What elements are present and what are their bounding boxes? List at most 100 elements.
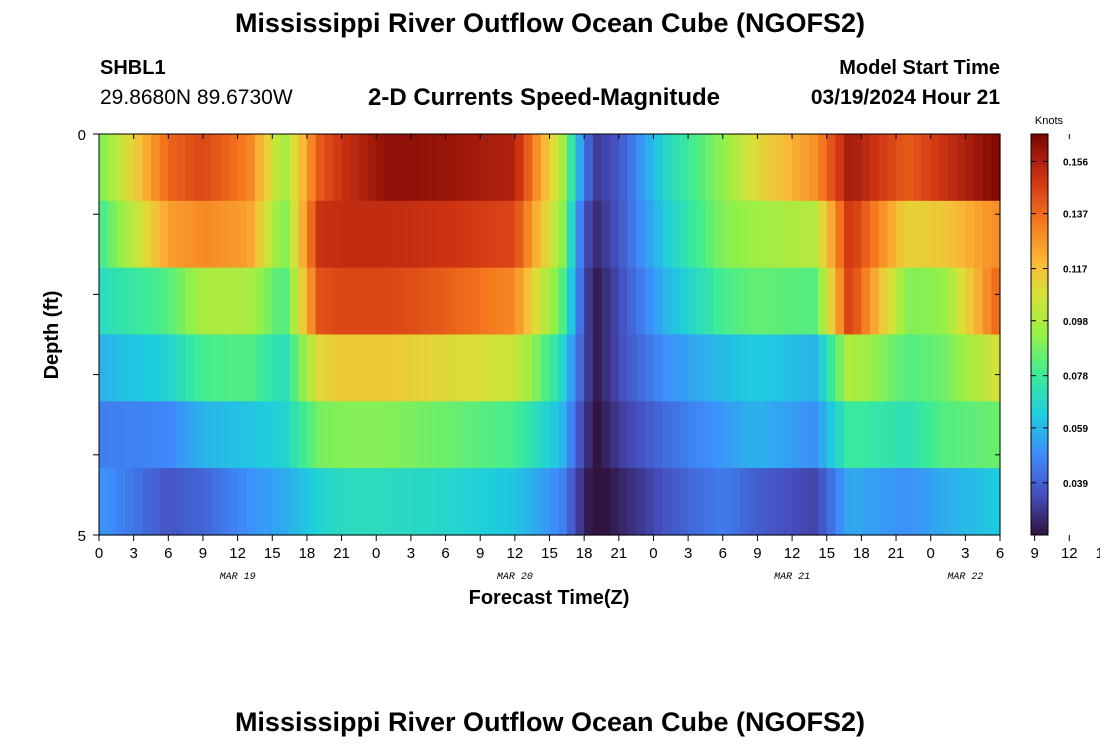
heatmap-cell (480, 134, 490, 202)
heatmap-cell (532, 134, 542, 202)
heatmap-cell (176, 200, 187, 269)
heatmap-cell (358, 468, 369, 536)
heatmap-cell (272, 134, 282, 202)
model-start-value: 03/19/2024 Hour 21 (810, 86, 1000, 109)
heatmap-cell (454, 334, 464, 402)
heatmap-cell (748, 134, 759, 202)
heatmap-cell (939, 334, 949, 402)
heatmap-cell (965, 468, 975, 536)
heatmap-cell (870, 267, 880, 336)
heatmap-cell (939, 468, 949, 536)
heatmap-cell (289, 334, 299, 402)
heatmap-cell (991, 468, 1001, 536)
heatmap-cell (263, 134, 273, 202)
heatmap-cell (558, 401, 568, 469)
heatmap-cell (688, 200, 698, 269)
heatmap-cell (809, 401, 819, 469)
heatmap-cell (116, 401, 126, 469)
heatmap-cell (792, 134, 802, 202)
heatmap-cell (350, 267, 360, 336)
heatmap-cell (627, 468, 637, 536)
heatmap-cell (748, 267, 759, 336)
heatmap-cell (246, 401, 256, 469)
heatmap-cell (965, 134, 975, 202)
heatmap-cell (844, 401, 854, 469)
heatmap-cell (436, 200, 447, 269)
heatmap-cell (861, 468, 871, 536)
heatmap-cell (462, 267, 473, 336)
heatmap-cell (922, 468, 932, 536)
x-tick-label: 3 (684, 545, 692, 562)
heatmap-cell (601, 200, 611, 269)
heatmap-cell (974, 468, 984, 536)
heatmap-cell (358, 401, 369, 469)
heatmap-cell (930, 468, 940, 536)
heatmap-cell (436, 468, 447, 536)
heatmap-cell (324, 334, 334, 402)
heatmap-cell (445, 200, 455, 269)
x-tick-label: 12 (507, 545, 524, 562)
heatmap-cell (306, 468, 317, 536)
heatmap-cell (254, 200, 265, 269)
heatmap-cell (254, 134, 265, 202)
heatmap-cell (965, 267, 975, 336)
heatmap-cell (913, 134, 923, 202)
heatmap-cell (168, 401, 178, 469)
heatmap-cell (540, 468, 551, 536)
heatmap-cell (809, 200, 819, 269)
heatmap-cell (107, 334, 117, 402)
heatmap-cell (480, 401, 490, 469)
heatmap-cell (644, 134, 655, 202)
heatmap-cell (445, 267, 455, 336)
heatmap-cell (471, 334, 481, 402)
heatmap-cell (480, 200, 490, 269)
heatmap-cell (514, 267, 525, 336)
heatmap-cell (124, 267, 135, 336)
heatmap-cell (948, 401, 958, 469)
x-tick-label: 12 (229, 545, 246, 562)
heatmap-cell (402, 267, 412, 336)
heatmap-cell (835, 267, 845, 336)
heatmap-cell (757, 334, 767, 402)
heatmap-cell (956, 401, 966, 469)
heatmap-cell (774, 401, 785, 469)
x-tick-label: 9 (1030, 545, 1038, 562)
heatmap-cell (575, 134, 585, 202)
heatmap-cell (237, 267, 247, 336)
x-tick-label: 0 (95, 545, 103, 562)
heatmap-cell (670, 200, 681, 269)
heatmap-cell (887, 468, 897, 536)
heatmap-cell (670, 334, 681, 402)
heatmap-cell (566, 401, 577, 469)
heatmap-cell (783, 200, 793, 269)
heatmap-cell (896, 200, 906, 269)
heatmap-cell (792, 401, 802, 469)
heatmap-cell (324, 200, 334, 269)
heatmap-cell (254, 267, 265, 336)
heatmap-cell (523, 468, 533, 536)
heatmap-cell (887, 334, 897, 402)
heatmap-cell (653, 401, 663, 469)
heatmap-cell (974, 200, 984, 269)
heatmap-cell (575, 468, 585, 536)
heatmap-cell (133, 401, 143, 469)
heatmap-cell (107, 267, 117, 336)
heatmap-cell (220, 401, 230, 469)
heatmap-cell (792, 334, 802, 402)
heatmap-cell (471, 134, 481, 202)
heatmap-cell (280, 267, 291, 336)
heatmap-cell (289, 134, 299, 202)
heatmap-cell (506, 334, 516, 402)
heatmap-cell (930, 134, 940, 202)
heatmap-cell (740, 334, 750, 402)
heatmap-cell (341, 134, 351, 202)
heatmap-cell (124, 401, 135, 469)
heatmap-cell (887, 267, 897, 336)
heatmap-cell (870, 134, 880, 202)
heatmap-cell (930, 267, 940, 336)
heatmap-cell (384, 200, 395, 269)
heatmap-cell (306, 200, 317, 269)
heatmap-cell (566, 334, 577, 402)
heatmap-cell (428, 134, 438, 202)
heatmap-cell (714, 200, 724, 269)
